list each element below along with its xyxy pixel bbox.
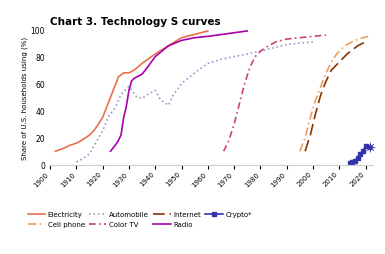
- Y-axis label: Share of U.S. households using (%): Share of U.S. households using (%): [22, 37, 28, 159]
- Text: Chart 3. Technology S curves: Chart 3. Technology S curves: [50, 17, 221, 27]
- Legend: Electricity, Cell phone, Automobile, Color TV, Internet, Radio, Crypto*: Electricity, Cell phone, Automobile, Col…: [28, 212, 252, 227]
- Text: ✷: ✷: [363, 140, 376, 155]
